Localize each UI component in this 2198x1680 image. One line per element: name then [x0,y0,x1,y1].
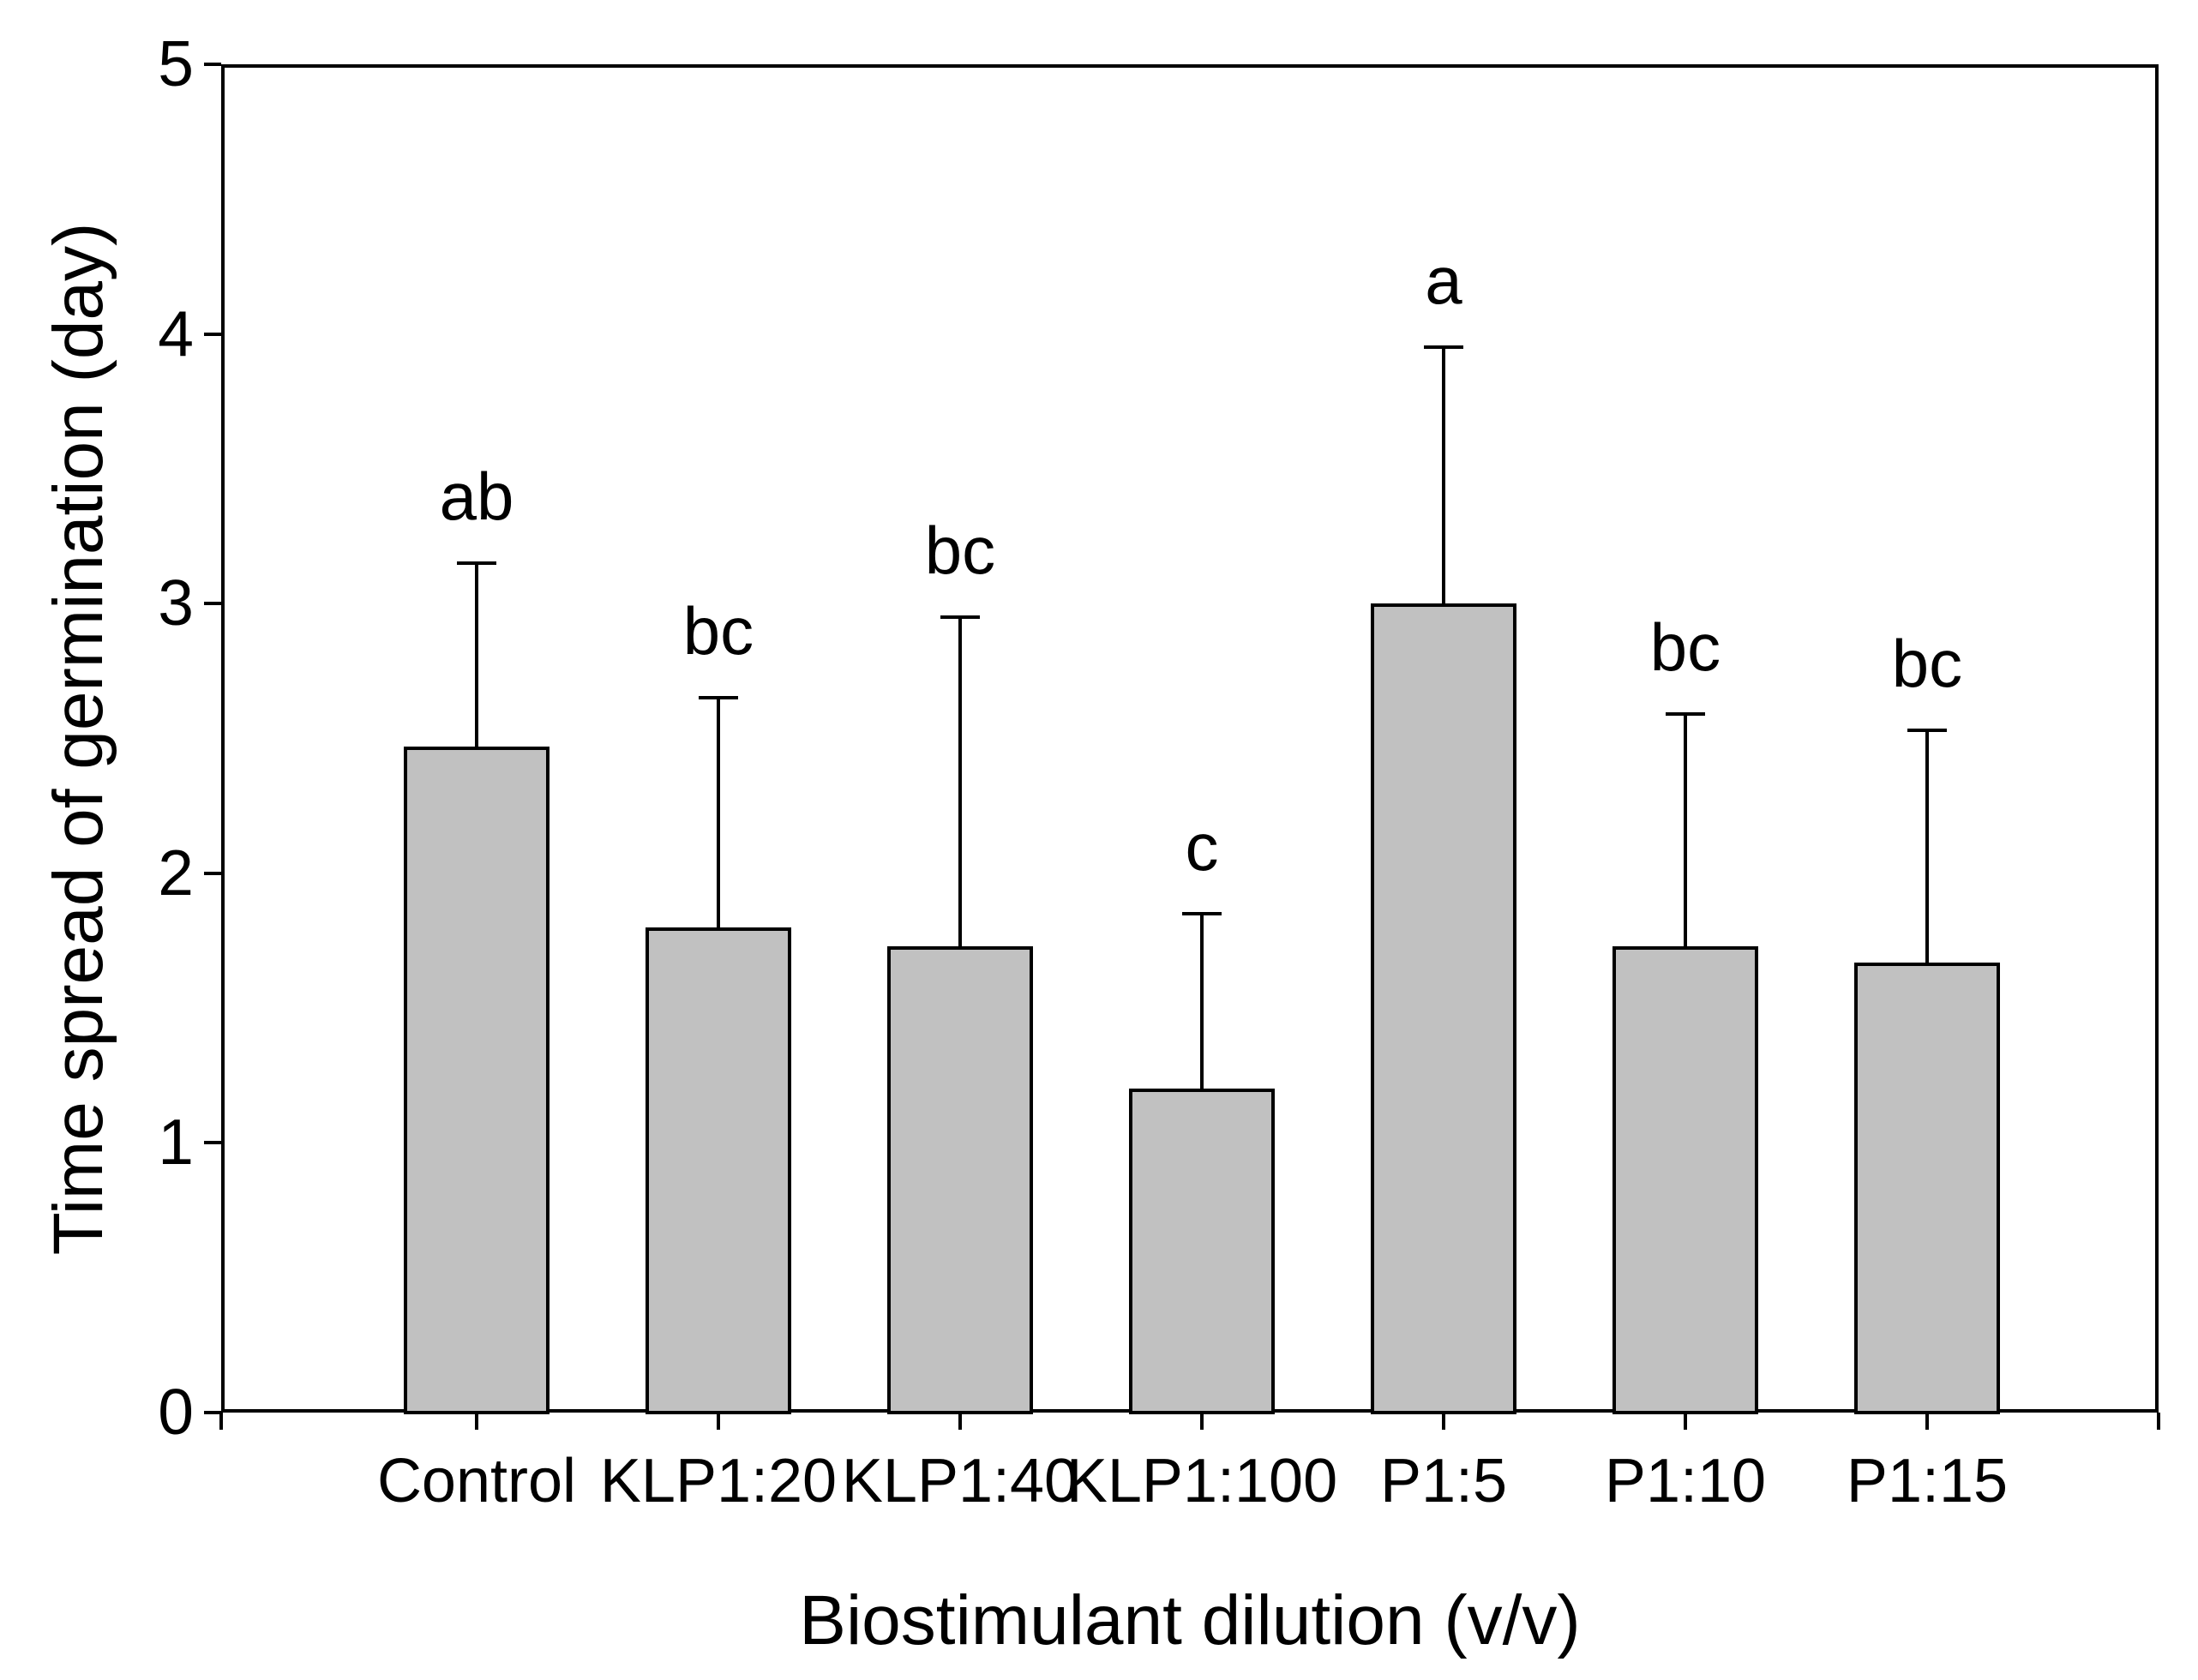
bar-control [404,746,550,1414]
error-bar-line [475,563,478,747]
bar-klp1-100 [1129,1089,1275,1414]
x-axis-tick [958,1413,962,1430]
x-axis-tick [1684,1413,1687,1430]
error-bar-line [1684,714,1687,946]
x-axis-tick [1925,1413,1929,1430]
x-axis-tick [1442,1413,1445,1430]
x-tick-label: KLP1:20 [599,1447,838,1515]
x-tick-label: P1:15 [1846,1447,2009,1515]
error-bar-line [1442,347,1445,604]
x-tick-label: P1:5 [1379,1447,1508,1515]
significance-letter: c [1185,808,1219,885]
error-bar-line [958,616,962,946]
bar-klp1-20 [646,927,791,1414]
error-bar-line [1925,730,1929,963]
error-bar-cap [1182,911,1222,915]
x-axis-tick [475,1413,478,1430]
y-tick-label: 1 [158,1106,194,1179]
error-bar-cap [699,696,738,700]
bar-p1-5 [1371,603,1516,1414]
x-axis-corner-tick [219,1413,223,1430]
significance-letter: ab [439,459,514,534]
y-axis-tick [204,871,221,875]
x-tick-label: P1:10 [1604,1447,1767,1515]
significance-letter: bc [1891,626,1963,702]
significance-letter: bc [924,512,996,588]
bar-p1-10 [1612,945,1758,1414]
significance-letter: a [1425,243,1462,319]
error-bar-line [1200,913,1204,1089]
error-bar-cap [1424,345,1463,350]
error-bar-line [717,698,720,927]
y-axis-title: Time spread of germination (day) [39,222,117,1256]
x-tick-label: KLP1:40 [841,1447,1079,1515]
x-axis-tick [1200,1413,1204,1430]
y-tick-label: 4 [158,297,194,369]
x-tick-label: Control [376,1447,577,1515]
y-tick-label: 5 [158,27,194,99]
y-tick-label: 2 [158,836,194,909]
error-bar-cap [1907,729,1947,733]
significance-letter: bc [1649,609,1721,686]
y-axis-tick [204,332,221,336]
error-bar-cap [940,615,980,619]
bar-p1-15 [1854,962,2000,1414]
significance-letter: bc [682,593,754,669]
y-axis-tick [204,1411,221,1414]
x-axis-corner-tick [2157,1413,2160,1430]
y-tick-label: 0 [158,1376,194,1448]
y-axis-tick [204,602,221,606]
y-axis-tick [204,1141,221,1145]
error-bar-cap [1666,712,1705,717]
error-bar-cap [457,561,496,565]
y-axis-tick [204,63,221,66]
x-axis-tick [717,1413,720,1430]
x-axis-title: Biostimulant dilution (v/v) [799,1581,1581,1659]
y-tick-label: 3 [158,567,194,639]
x-tick-label: KLP1:100 [1066,1447,1338,1515]
bar-klp1-40 [887,945,1033,1414]
